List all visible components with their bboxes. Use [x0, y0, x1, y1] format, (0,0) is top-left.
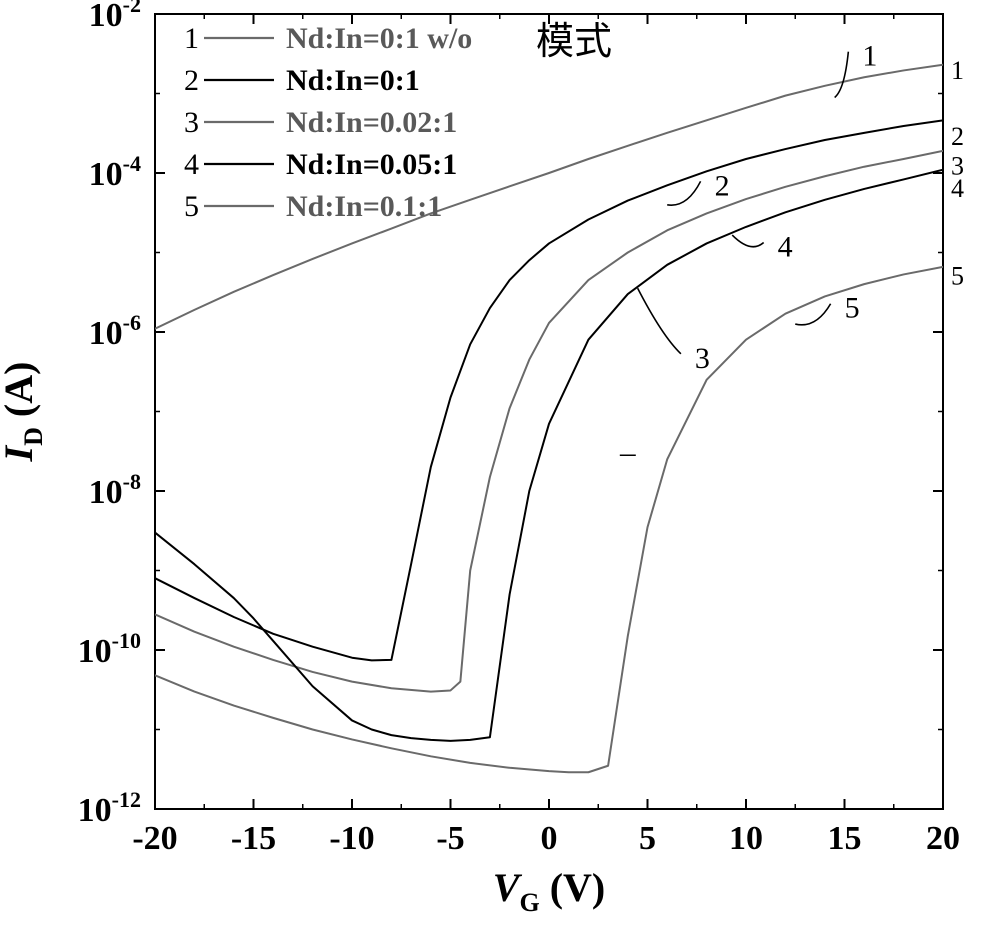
legend-label-1: Nd:In=0:1 w/o	[286, 22, 472, 55]
right-end-label-2: 2	[951, 122, 964, 151]
x-tick-label: -20	[132, 820, 177, 857]
y-tick-label: 10-6	[89, 310, 141, 352]
x-tick-label: -10	[329, 820, 374, 857]
legend-label-2: Nd:In=0:1	[286, 64, 420, 97]
right-end-label-1: 1	[951, 56, 964, 85]
legend-label-5: Nd:In=0.1:1	[286, 190, 442, 223]
legend-num-2: 2	[184, 64, 199, 97]
y-tick-label: 10-10	[78, 628, 141, 670]
transfer-characteristics-chart: -20-15-10-50510152010-1210-1010-810-610-…	[0, 0, 1000, 937]
x-tick-label: 15	[828, 820, 862, 857]
right-end-label-4: 4	[951, 174, 964, 203]
y-tick-label: 10-4	[89, 151, 141, 193]
x-tick-label: 20	[926, 820, 960, 857]
x-tick-label: -5	[436, 820, 464, 857]
legend-label-3: Nd:In=0.02:1	[286, 106, 457, 139]
inline-label-5: 5	[845, 292, 860, 325]
y-tick-label: 10-2	[89, 0, 141, 34]
inline-label-3: 3	[695, 342, 710, 375]
inline-label-2: 2	[715, 169, 730, 202]
x-tick-label: 0	[541, 820, 558, 857]
inline-label-1: 1	[862, 40, 877, 73]
y-axis-label: ID (A)	[0, 362, 48, 463]
x-axis-label: VG (V)	[493, 865, 605, 917]
legend-label-4: Nd:In=0.05:1	[286, 148, 457, 181]
legend-title-extra: 模式	[536, 21, 612, 63]
x-tick-label: 10	[729, 820, 763, 857]
x-tick-label: 5	[639, 820, 656, 857]
legend-num-4: 4	[184, 148, 199, 181]
right-end-label-5: 5	[951, 261, 964, 290]
legend-num-3: 3	[184, 106, 199, 139]
plot-area	[155, 14, 943, 809]
inline-label-4: 4	[778, 231, 793, 264]
y-tick-label: 10-8	[89, 469, 141, 511]
chart-svg: -20-15-10-50510152010-1210-1010-810-610-…	[0, 0, 1000, 937]
legend-num-1: 1	[184, 22, 199, 55]
x-tick-label: -15	[231, 820, 276, 857]
legend-num-5: 5	[184, 190, 199, 223]
